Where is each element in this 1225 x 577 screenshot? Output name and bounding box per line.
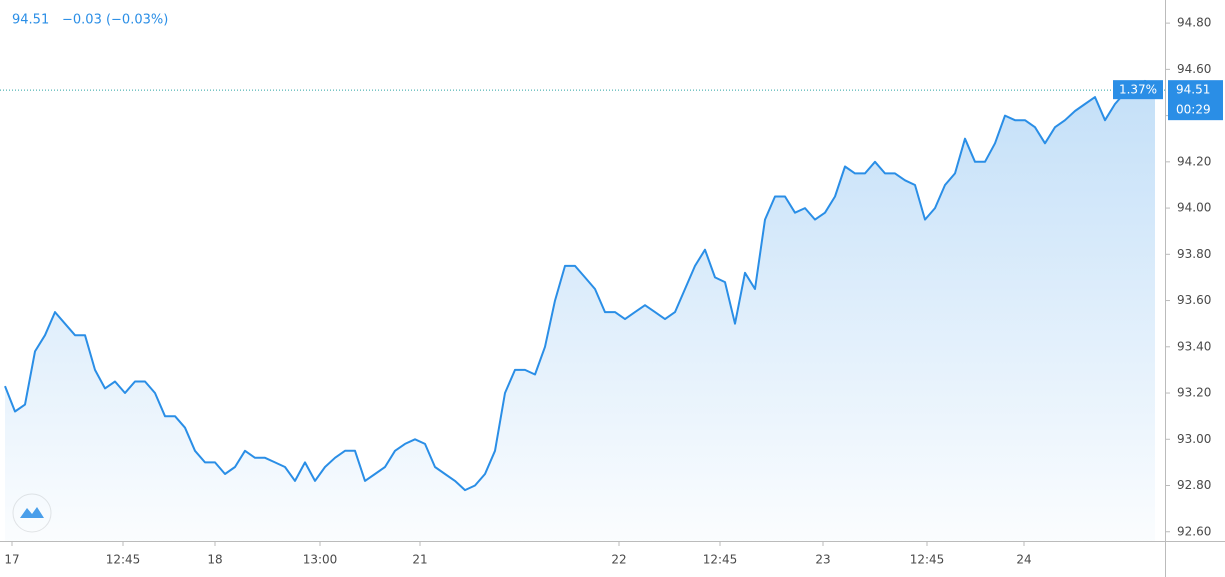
y-tick-label: 93.40 [1177,339,1211,353]
y-tick-label: 92.60 [1177,524,1211,538]
y-tick-label: 94.00 [1177,201,1211,215]
x-tick-label: 24 [1016,553,1031,567]
header-price: 94.51 [12,13,49,28]
x-tick-label: 18 [207,553,222,567]
header-change: −0.03 (−0.03%) [62,13,168,28]
area-fill [5,80,1155,542]
x-tick-label: 12:45 [703,553,738,567]
change-label: 1.37% [1119,83,1157,97]
price-label: 94.51 [1176,83,1210,97]
countdown-label: 00:29 [1176,103,1211,117]
x-tick-label: 22 [611,553,626,567]
x-tick-label: 13:00 [303,553,338,567]
y-tick-label: 92.80 [1177,478,1211,492]
change-badge [1113,80,1163,100]
x-tick-label: 23 [815,553,830,567]
x-tick-label: 12:45 [106,553,141,567]
y-tick-label: 94.20 [1177,154,1211,168]
y-tick-label: 94.80 [1177,16,1211,30]
x-tick-label: 12:45 [910,553,945,567]
y-tick-label: 93.20 [1177,386,1211,400]
x-tick-label: 21 [412,553,427,567]
y-tick-label: 93.80 [1177,247,1211,261]
y-tick-label: 93.60 [1177,293,1211,307]
y-tick-label: 94.60 [1177,62,1211,76]
price-line [4,79,1156,492]
x-tick-label: 17 [4,553,19,567]
y-tick-label: 93.00 [1177,432,1211,446]
price-badge [1168,80,1223,121]
